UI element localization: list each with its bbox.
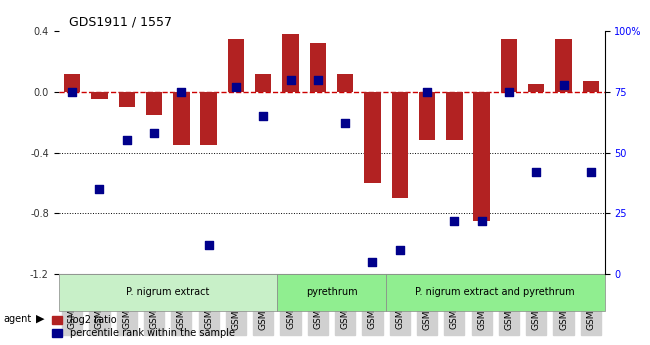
Bar	[118, 92, 135, 107]
Point	[504, 89, 514, 95]
Bar	[173, 92, 190, 145]
Bar	[500, 39, 517, 92]
Bar	[473, 92, 490, 221]
Bar	[91, 92, 108, 99]
Bar	[255, 73, 272, 92]
Text: P. nigrum extract and pyrethrum: P. nigrum extract and pyrethrum	[415, 287, 575, 297]
FancyBboxPatch shape	[386, 274, 604, 310]
Point	[586, 169, 596, 175]
Point	[122, 138, 132, 143]
Point	[149, 130, 159, 136]
Point	[395, 247, 405, 253]
FancyBboxPatch shape	[277, 274, 386, 310]
Point	[203, 242, 214, 248]
Point	[340, 121, 350, 126]
Point	[449, 218, 460, 223]
Bar	[282, 34, 299, 92]
Text: ▶: ▶	[36, 314, 44, 324]
Bar	[337, 73, 354, 92]
Bar	[146, 92, 162, 115]
FancyBboxPatch shape	[58, 274, 277, 310]
Bar	[446, 92, 463, 140]
Point	[258, 114, 268, 119]
Point	[67, 89, 77, 95]
Bar	[64, 73, 81, 92]
Point	[531, 169, 541, 175]
Bar	[528, 84, 545, 92]
Bar	[200, 92, 217, 145]
Point	[176, 89, 187, 95]
Point	[558, 82, 569, 87]
Legend: log2 ratio, percentile rank within the sample: log2 ratio, percentile rank within the s…	[50, 313, 237, 340]
Point	[313, 77, 323, 82]
Bar	[419, 92, 436, 140]
Bar	[555, 39, 572, 92]
Point	[94, 186, 105, 192]
Point	[231, 84, 241, 90]
Text: GDS1911 / 1557: GDS1911 / 1557	[70, 16, 172, 29]
Bar	[391, 92, 408, 198]
Bar	[309, 43, 326, 92]
Text: agent: agent	[3, 314, 31, 324]
Point	[367, 259, 378, 265]
Bar	[582, 81, 599, 92]
Text: P. nigrum extract: P. nigrum extract	[126, 287, 209, 297]
Bar	[227, 39, 244, 92]
Bar	[364, 92, 381, 183]
Point	[422, 89, 432, 95]
Point	[285, 77, 296, 82]
Text: pyrethrum: pyrethrum	[306, 287, 358, 297]
Point	[476, 218, 487, 223]
